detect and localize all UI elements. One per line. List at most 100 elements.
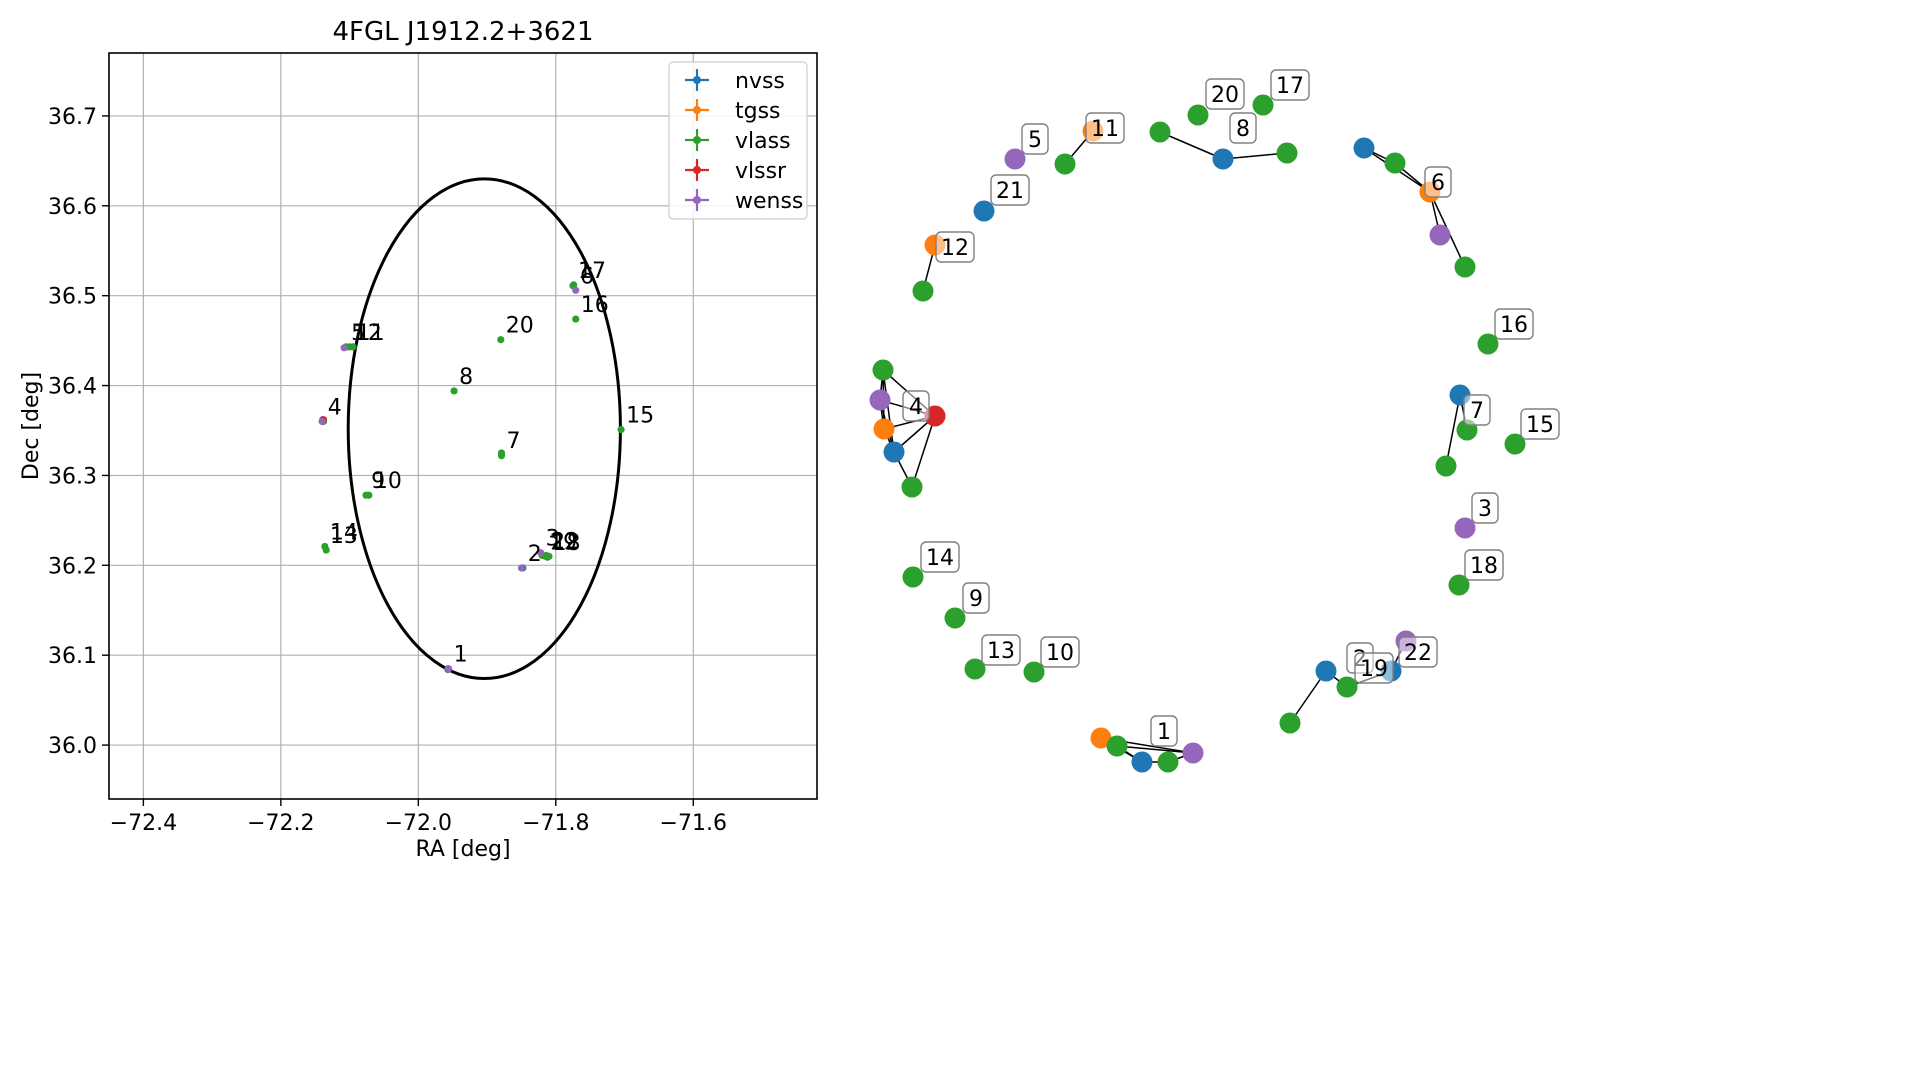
source-points [318, 281, 625, 674]
point-wenss [537, 549, 545, 557]
plot-frame [108, 52, 818, 800]
node-wenss [1454, 517, 1476, 539]
y-tick-label: 36.5 [48, 285, 97, 310]
node-vlass [1252, 94, 1274, 116]
network-label-box [1085, 112, 1125, 144]
network-label-box [981, 634, 1021, 666]
point-wenss [517, 564, 526, 572]
network-label: 6 [1424, 166, 1452, 198]
network-edge [1445, 394, 1461, 467]
network-label-text: 19 [1360, 657, 1388, 682]
point-vlass [365, 491, 373, 499]
network-label: 7 [1463, 394, 1491, 426]
network-label: 21 [990, 174, 1030, 206]
network-label: 17 [1270, 69, 1310, 101]
network-label: 15 [1520, 408, 1560, 440]
node-nvss [1315, 660, 1337, 682]
source-label: 3 [546, 527, 560, 552]
legend-entry: tgss [735, 99, 781, 124]
legend-marker [693, 136, 701, 144]
y-tick-label: 36.7 [48, 105, 97, 130]
network-label: 5 [1021, 123, 1049, 155]
node-nvss [973, 200, 995, 222]
node-wenss [1182, 742, 1204, 764]
y-tick-label: 36.2 [48, 554, 97, 579]
network-label-text: 9 [969, 587, 983, 612]
network-label-box [1040, 636, 1080, 668]
legend-entry: nvss [735, 69, 785, 94]
network-label: 13 [981, 634, 1021, 666]
source-label: 7 [506, 429, 520, 454]
point-vlass [542, 551, 550, 560]
node-nvss [1212, 148, 1234, 170]
x-tick-label: −72.0 [385, 811, 452, 836]
network-label-box [1520, 408, 1560, 440]
network-label-text: 17 [1276, 74, 1304, 99]
y-tick-label: 36.4 [48, 375, 97, 400]
node-nvss [1131, 751, 1153, 773]
network-label-text: 6 [1431, 171, 1445, 196]
node-wenss [869, 389, 891, 411]
source-label: 2 [528, 542, 542, 567]
node-vlass [901, 476, 923, 498]
node-nvss [883, 441, 905, 463]
node-vlass [1157, 751, 1179, 773]
network-edge [1116, 745, 1194, 754]
network-label-box [1354, 652, 1394, 684]
network-label-text: 11 [1091, 117, 1119, 142]
network-label-text: 21 [996, 179, 1024, 204]
network-label: 9 [962, 582, 990, 614]
legend-entry: wenss [735, 189, 803, 214]
node-vlass [944, 607, 966, 629]
network-label-text: 22 [1404, 641, 1432, 666]
network-label-box [1494, 308, 1534, 340]
network-label-text: 20 [1211, 83, 1239, 108]
network-label-text: 14 [926, 546, 954, 571]
node-vlass [872, 359, 894, 381]
network-label: 3 [1471, 492, 1499, 524]
x-tick-label: −71.8 [522, 811, 589, 836]
legend: nvss tgss vlass vlssr wenss [668, 61, 808, 220]
network-label: 8 [1229, 112, 1257, 144]
y-axis-ticks: 36.0 36.1 36.2 36.3 36.4 36.5 36.6 36.7 [48, 105, 109, 759]
x-tick-label: −72.2 [247, 811, 314, 836]
network-label-text: 15 [1526, 413, 1554, 438]
network-label: 20 [1205, 78, 1245, 110]
point-vlass [617, 425, 625, 434]
node-vlass [1149, 121, 1171, 143]
node-vlass [902, 566, 924, 588]
node-wenss [1004, 148, 1026, 170]
point-vlass [497, 336, 505, 344]
network-label-text: 18 [1470, 554, 1498, 579]
point-wenss [572, 286, 580, 294]
source-label: 19 [549, 530, 577, 555]
source-label: 8 [459, 365, 473, 390]
point-vlass [349, 343, 357, 351]
network-label-box [1424, 166, 1452, 198]
x-tick-label: −71.6 [660, 811, 727, 836]
source-label: 10 [374, 469, 402, 494]
y-tick-label: 36.0 [48, 734, 97, 759]
network-label: 22 [1398, 636, 1438, 668]
node-vlass [1504, 433, 1526, 455]
legend-entry: vlssr [735, 159, 787, 184]
chart-title: 4FGL J1912.2+3621 [333, 17, 594, 47]
network-edge [1159, 131, 1224, 160]
y-tick-label: 36.1 [48, 644, 97, 669]
node-vlass [912, 280, 934, 302]
point-wenss [318, 417, 326, 426]
source-label: 18 [553, 531, 581, 556]
legend-marker [693, 106, 701, 114]
network-label-text: 13 [987, 639, 1015, 664]
network-label: 19 [1354, 652, 1394, 684]
network-label-text: 5 [1028, 128, 1042, 153]
point-vlass [321, 542, 329, 551]
node-vlass [1448, 574, 1470, 596]
network-label-text: 12 [941, 236, 969, 261]
network-labels: 12192231815716617208115211241491310 [902, 69, 1560, 747]
network-label: 4 [902, 390, 930, 422]
network-label-box [935, 231, 975, 263]
node-vlass [1276, 142, 1298, 164]
